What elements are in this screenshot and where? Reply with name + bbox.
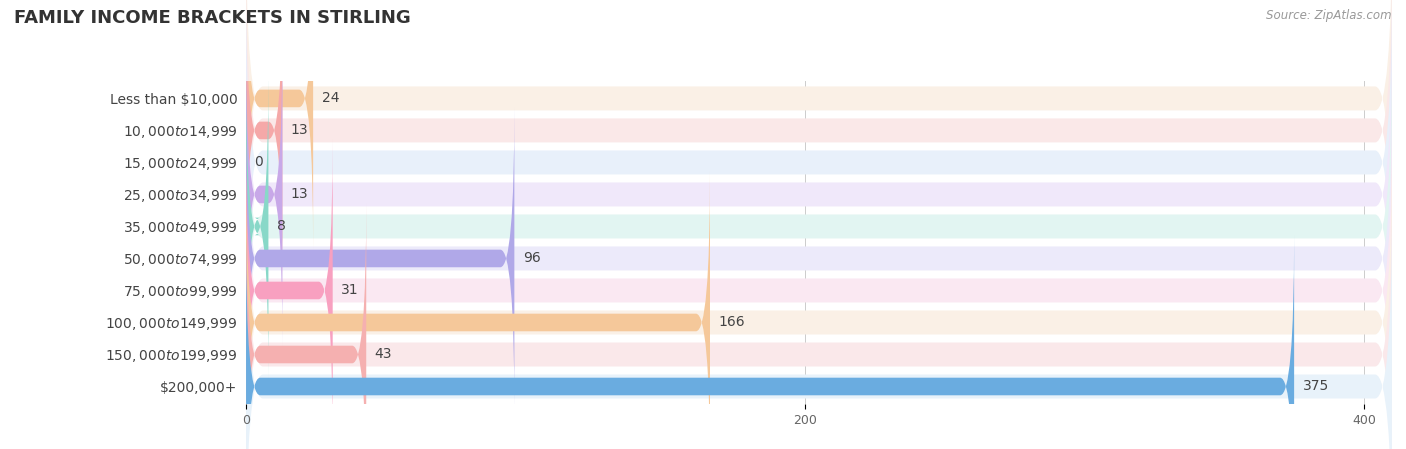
FancyBboxPatch shape <box>246 175 1392 449</box>
FancyBboxPatch shape <box>246 107 515 409</box>
Text: 24: 24 <box>322 92 339 106</box>
FancyBboxPatch shape <box>246 46 1392 406</box>
Text: 13: 13 <box>291 123 308 137</box>
FancyBboxPatch shape <box>246 79 1392 439</box>
FancyBboxPatch shape <box>246 171 710 449</box>
FancyBboxPatch shape <box>246 0 283 282</box>
FancyBboxPatch shape <box>246 0 1392 343</box>
Text: 31: 31 <box>342 283 359 298</box>
Text: Source: ZipAtlas.com: Source: ZipAtlas.com <box>1267 9 1392 22</box>
FancyBboxPatch shape <box>246 110 1392 449</box>
FancyBboxPatch shape <box>246 207 1392 449</box>
FancyBboxPatch shape <box>246 235 1294 449</box>
FancyBboxPatch shape <box>246 142 1392 449</box>
Text: 0: 0 <box>254 155 263 169</box>
FancyBboxPatch shape <box>246 0 1392 310</box>
Text: 375: 375 <box>1302 379 1329 393</box>
Text: 43: 43 <box>374 348 392 361</box>
FancyBboxPatch shape <box>246 75 269 378</box>
Text: 13: 13 <box>291 187 308 202</box>
FancyBboxPatch shape <box>246 0 314 250</box>
FancyBboxPatch shape <box>246 0 1392 278</box>
Text: 96: 96 <box>523 251 540 265</box>
FancyBboxPatch shape <box>246 14 1392 374</box>
Text: 8: 8 <box>277 220 285 233</box>
FancyBboxPatch shape <box>246 43 283 346</box>
Text: FAMILY INCOME BRACKETS IN STIRLING: FAMILY INCOME BRACKETS IN STIRLING <box>14 9 411 27</box>
FancyBboxPatch shape <box>246 139 333 442</box>
FancyBboxPatch shape <box>246 203 366 449</box>
Text: 166: 166 <box>718 316 745 330</box>
